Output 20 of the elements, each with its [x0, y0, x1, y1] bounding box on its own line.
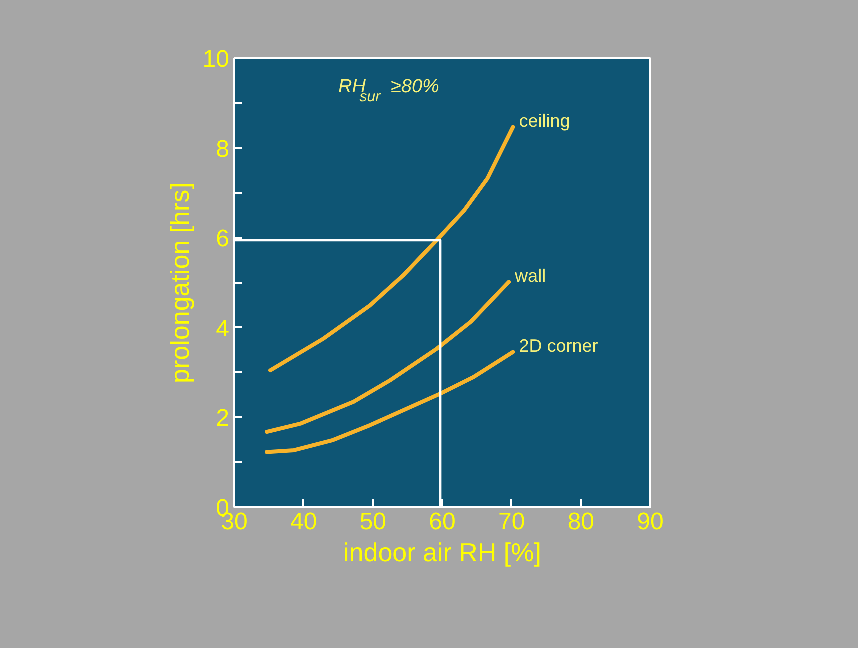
series-label: ceiling: [519, 111, 570, 132]
x-tick-label: 40: [290, 508, 318, 536]
y-tick-label: 10: [202, 46, 230, 73]
x-tick-label: 70: [498, 508, 526, 536]
y-axis-title: prolongation [hrs]: [164, 182, 195, 384]
x-axis-title: indoor air RH [%]: [344, 538, 542, 568]
x-tick-label: 60: [429, 508, 456, 536]
annotation: RHsur ≥80%: [338, 76, 440, 106]
line-series: [268, 125, 516, 373]
x-tick-label: 90: [637, 508, 664, 536]
x-tick-label: 50: [360, 508, 387, 536]
line-series: [265, 280, 512, 434]
y-tick-label: 2: [216, 405, 230, 432]
series-label: 2D corner: [519, 336, 598, 356]
y-tick-label: 8: [216, 136, 230, 163]
series-label: wall: [514, 266, 546, 286]
line-series: [265, 350, 516, 454]
y-tick-label: 6: [216, 226, 230, 253]
y-tick-label: 4: [216, 315, 230, 342]
x-tick-label: 80: [568, 508, 595, 536]
